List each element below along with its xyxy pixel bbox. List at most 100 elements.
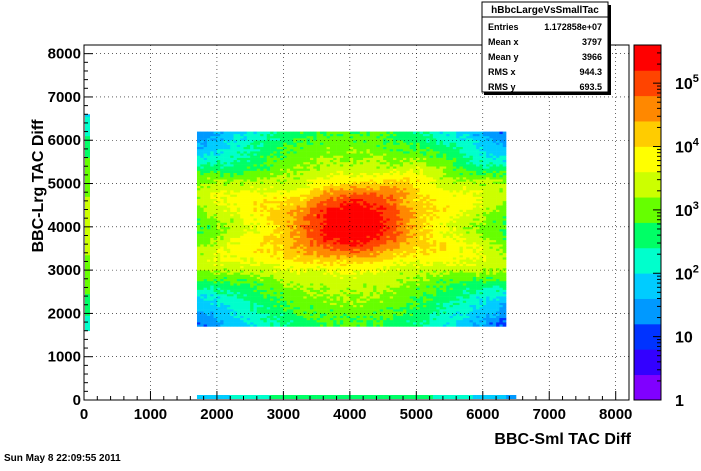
heatmap-bin [376, 306, 381, 310]
heatmap-bin [273, 267, 278, 271]
heatmap-bin [363, 157, 367, 161]
heatmap-bin [300, 205, 304, 208]
heatmap-bin [353, 200, 357, 204]
heatmap-bin [323, 135, 327, 139]
heatmap-bin [230, 239, 234, 243]
heatmap-bin [200, 168, 204, 171]
heatmap-bin [253, 237, 258, 241]
heatmap-bin [290, 159, 294, 163]
heatmap-bin [293, 265, 297, 269]
heatmap-bin [196, 135, 201, 139]
heatmap-bin [309, 267, 314, 271]
heatmap-bin [326, 315, 331, 319]
heatmap-bin [206, 235, 211, 238]
heatmap-bin [250, 246, 254, 249]
heatmap-bin [260, 304, 264, 308]
heatmap-bin [353, 304, 357, 308]
heatmap-bin [369, 196, 374, 199]
heatmap-bin [326, 170, 331, 174]
heatmap-bin [333, 237, 337, 241]
heatmap-bin [309, 144, 314, 148]
heatmap-bin [250, 155, 254, 158]
heatmap-bin [286, 246, 291, 249]
heatmap-bin [210, 274, 214, 277]
heatmap-bin [293, 324, 297, 327]
heatmap-bin [329, 177, 334, 180]
heatmap-bin [343, 254, 347, 258]
heatmap-bin [226, 300, 231, 303]
heatmap-bin [349, 291, 354, 295]
heatmap-bin [366, 187, 371, 191]
heatmap-bin [210, 276, 214, 280]
heatmap-bin [216, 153, 221, 156]
heatmap-bin [290, 231, 294, 234]
heatmap-bin [379, 319, 384, 323]
heatmap-bin [359, 181, 364, 184]
heatmap-bin [353, 241, 357, 245]
heatmap-bin [240, 140, 244, 143]
heatmap-bin [280, 315, 284, 319]
heatmap-bin [293, 155, 297, 158]
heatmap-bin [329, 196, 334, 199]
heatmap-bin [306, 280, 311, 284]
heatmap-bin [233, 157, 238, 161]
heatmap-bin [273, 161, 278, 165]
heatmap-bin [266, 306, 271, 310]
heatmap-bin [376, 148, 381, 152]
heatmap-bin [336, 140, 341, 143]
heatmap-bin [243, 168, 248, 171]
heatmap-bin [196, 198, 201, 202]
heatmap-bin [243, 177, 248, 180]
heatmap-bin [359, 142, 364, 145]
heatmap-bin [266, 278, 271, 282]
heatmap-bin [296, 148, 301, 152]
heatmap-bin [270, 144, 274, 148]
heatmap-bin [309, 278, 314, 282]
heatmap-bin [226, 216, 231, 219]
heatmap-bin [366, 164, 371, 167]
heatmap-bin [323, 235, 327, 238]
heatmap-bin [230, 196, 234, 199]
heatmap-bin [323, 194, 327, 197]
heatmap-bin [366, 298, 371, 301]
heatmap-bin [349, 267, 354, 271]
heatmap-bin [250, 283, 254, 286]
heatmap-bin [266, 216, 271, 219]
heatmap-bin [283, 228, 288, 232]
heatmap-bin [326, 246, 331, 249]
heatmap-bin [266, 207, 271, 210]
heatmap-bin [373, 187, 377, 191]
heatmap-bin [359, 187, 364, 191]
heatmap-bin [353, 172, 357, 176]
heatmap-bin [243, 220, 248, 223]
heatmap-bin [363, 270, 367, 273]
heatmap-bin [260, 198, 264, 202]
heatmap-bin [286, 153, 291, 156]
heatmap-bin [230, 138, 234, 141]
heatmap-bin [359, 291, 364, 295]
heatmap-bin [196, 252, 201, 256]
heatmap-bin [306, 302, 311, 306]
heatmap-bin [329, 216, 334, 219]
heatmap-bin [226, 324, 231, 327]
heatmap-bin [256, 283, 261, 286]
heatmap-bin [206, 194, 211, 197]
heatmap-bin [339, 146, 344, 150]
heatmap-bin [240, 218, 244, 221]
heatmap-bin [270, 179, 274, 182]
heatmap-bin [240, 198, 244, 202]
heatmap-bin [270, 231, 274, 234]
heatmap-bin [356, 207, 361, 210]
heatmap-bin [253, 300, 258, 303]
heatmap-bin [306, 200, 311, 204]
heatmap-bin [373, 246, 377, 249]
heatmap-bin [309, 146, 314, 150]
heatmap-bin [220, 311, 224, 314]
heatmap-bin [276, 302, 281, 306]
heatmap-bin [220, 261, 224, 264]
heatmap-bin [210, 289, 214, 293]
heatmap-bin [266, 211, 271, 215]
heatmap-bin [316, 313, 321, 316]
heatmap-bin [326, 140, 331, 143]
heatmap-bin [333, 235, 337, 238]
